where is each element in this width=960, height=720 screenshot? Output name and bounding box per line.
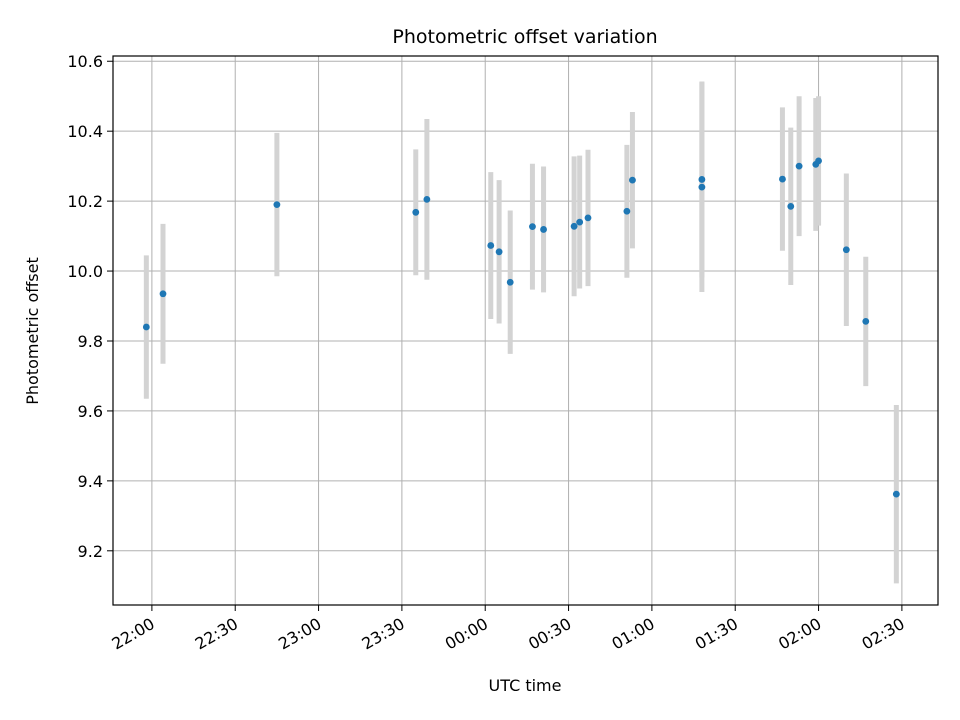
y-axis-ticks: 9.2 9.4 9.6 9.8 10.0 10.2 10.4 10.6 <box>67 52 113 561</box>
grid-lines <box>113 56 938 605</box>
y-axis-title: Photometric offset <box>23 257 42 405</box>
data-point <box>698 183 706 191</box>
data-point <box>423 195 431 203</box>
x-tick-label: 01:00 <box>608 614 657 654</box>
data-point <box>629 176 636 184</box>
data-point <box>862 318 870 325</box>
x-tick-label: 01:30 <box>692 614 741 654</box>
y-tick-label: 9.4 <box>78 472 103 491</box>
data-point <box>576 218 584 226</box>
x-tick-label: 02:00 <box>775 614 824 654</box>
y-tick-label: 10.4 <box>67 122 103 141</box>
data-point <box>815 157 822 165</box>
y-tick-label: 9.8 <box>78 332 103 351</box>
data-point <box>842 246 850 254</box>
data-point <box>495 248 503 256</box>
data-point <box>570 222 578 230</box>
x-tick-label: 22:30 <box>192 614 241 654</box>
y-tick-label: 9.6 <box>78 402 103 421</box>
y-tick-label: 9.2 <box>78 542 103 561</box>
data-point <box>540 226 547 233</box>
data-point <box>529 223 536 231</box>
y-tick-label: 10.6 <box>67 52 103 71</box>
x-tick-label: 22:00 <box>108 614 157 654</box>
data-point <box>142 323 150 331</box>
data-point <box>273 201 281 209</box>
data-point <box>506 278 514 286</box>
data-point <box>584 214 592 222</box>
x-axis-title: UTC time <box>489 676 562 695</box>
x-tick-label: 02:30 <box>858 614 907 654</box>
chart-title: Photometric offset variation <box>392 26 657 48</box>
data-point <box>623 207 631 215</box>
x-tick-label: 00:00 <box>442 614 491 654</box>
x-tick-label: 23:00 <box>275 614 324 654</box>
data-point <box>787 202 795 210</box>
y-tick-label: 10.0 <box>67 262 103 281</box>
data-point <box>779 175 786 183</box>
data-point <box>412 208 420 216</box>
data-point <box>795 162 803 170</box>
data-point <box>487 242 495 249</box>
x-tick-label: 23:30 <box>358 614 407 654</box>
x-tick-label: 00:30 <box>525 614 574 654</box>
x-axis-ticks: 22:00 22:30 23:00 23:30 00:00 00:30 01:00 01:30… <box>108 605 908 654</box>
data-point <box>698 176 706 183</box>
data-point <box>159 290 167 298</box>
error-bars <box>143 81 899 584</box>
data-points <box>142 157 900 498</box>
y-tick-label: 10.2 <box>67 192 103 211</box>
plot-frame <box>112 55 939 606</box>
data-point <box>892 490 900 498</box>
